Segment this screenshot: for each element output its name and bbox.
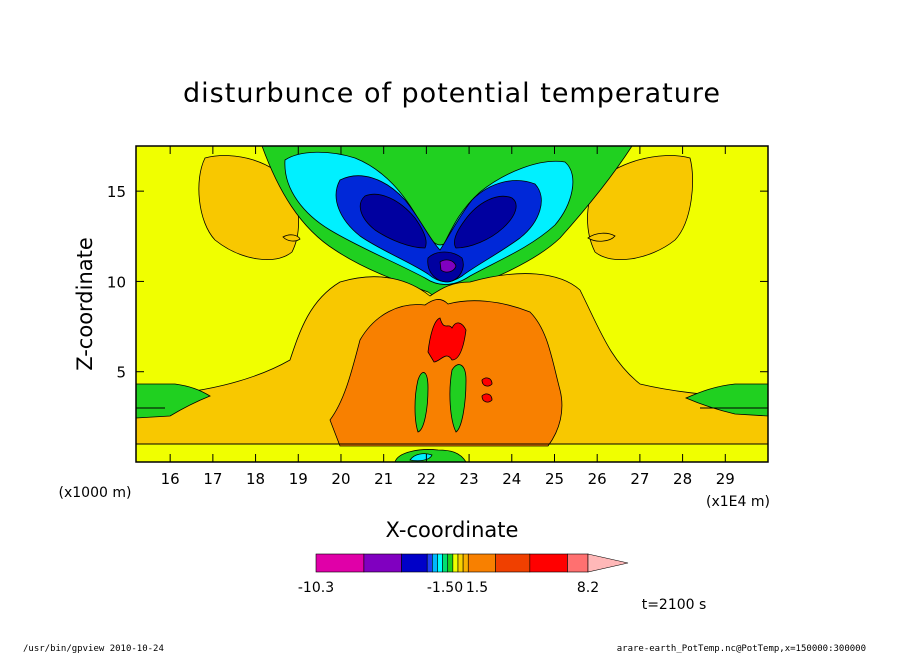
x-axis-title: X-coordinate (386, 518, 519, 542)
colorbar-segment (426, 553, 433, 573)
colorbar-label-min: -10.3 (298, 580, 334, 596)
contour-navy-right (454, 195, 517, 249)
contour-orange-dot-left (282, 234, 301, 242)
x-tick-label: 27 (630, 470, 649, 488)
colorbar-segment (567, 553, 589, 573)
x-tick-label: 22 (417, 470, 436, 488)
contour-green-filament-left (414, 372, 429, 433)
contour-plot (136, 146, 768, 462)
colorbar-segment (447, 553, 454, 573)
x-tick-label: 16 (161, 470, 180, 488)
colorbar-segment (452, 553, 459, 573)
colorbar-segment (467, 553, 496, 573)
colorbar-segment (495, 553, 531, 573)
colorbar-labels: -10.3 -1.50 1.5 8.2 (298, 580, 599, 596)
contour-orange-lower-mid (329, 299, 563, 447)
contour-green-filament-right (449, 364, 467, 433)
contour-red-dot-2 (481, 393, 493, 403)
contour-green-lower-left (136, 383, 211, 419)
x-tick-label: 17 (203, 470, 222, 488)
colorbar-label-max: 8.2 (577, 580, 599, 596)
y-axis-ticks: 5 10 15 (107, 183, 768, 382)
colorbar-segment (315, 553, 365, 573)
colorbar-segment (432, 553, 438, 573)
x-tick-label: 26 (588, 470, 607, 488)
colorbar-segment (462, 553, 469, 573)
x-tick-label: 25 (545, 470, 564, 488)
x-tick-label: 21 (374, 470, 393, 488)
colorbar-segment (363, 553, 402, 573)
x-tick-label: 28 (673, 470, 692, 488)
colorbar-segment (437, 553, 443, 573)
x-tick-label: 19 (289, 470, 308, 488)
y-tick-label: 15 (107, 183, 126, 201)
colorbar (315, 553, 629, 573)
y-tick-label: 10 (107, 273, 126, 291)
colorbar-segment (401, 553, 428, 573)
contour-navy-left (359, 193, 427, 249)
x-tick-label: 23 (460, 470, 479, 488)
chart-title: disturbunce of potential temperature (183, 78, 721, 109)
x-tick-label: 24 (502, 470, 521, 488)
x-tick-label: 20 (331, 470, 350, 488)
contour-red-core (427, 317, 467, 363)
footer-right: arare-earth_PotTemp.nc@PotTemp,x=150000:… (617, 644, 866, 654)
y-unit-label: (x1000 m) (59, 485, 132, 501)
contour-orange-dot-right (587, 232, 616, 242)
x-tick-label: 29 (716, 470, 735, 488)
contour-orange-upper-left (198, 155, 299, 260)
x-unit-label: (x1E4 m) (706, 494, 770, 510)
y-tick-label: 5 (116, 364, 126, 382)
plot-frame (135, 145, 769, 463)
x-axis-ticks: 16 17 18 19 20 21 22 23 24 25 26 27 28 29 (161, 146, 735, 488)
colorbar-label-pos: 1.5 (466, 580, 488, 596)
contour-purple-center (439, 259, 457, 273)
footer-left: /usr/bin/gpview 2010-10-24 (23, 644, 164, 654)
colorbar-segment (442, 553, 449, 573)
colorbar-extend-arrow (587, 553, 629, 573)
contour-orange-upper-right (587, 155, 694, 260)
y-axis-title: Z-coordinate (73, 237, 97, 371)
colorbar-segment (529, 553, 568, 573)
x-tick-label: 18 (246, 470, 265, 488)
colorbar-segment (457, 553, 464, 573)
time-label: t=2100 s (642, 597, 707, 613)
colorbar-label-neg: -1.50 (427, 580, 463, 596)
contour-red-dot-1 (481, 377, 493, 387)
